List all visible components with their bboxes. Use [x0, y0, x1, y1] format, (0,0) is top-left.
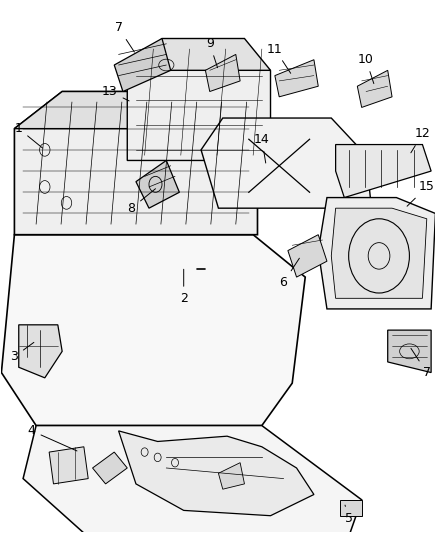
Polygon shape [14, 92, 258, 128]
Polygon shape [336, 144, 431, 198]
Polygon shape [219, 463, 244, 489]
Text: 9: 9 [206, 37, 218, 68]
Polygon shape [275, 60, 318, 97]
Text: 7: 7 [115, 21, 134, 52]
Text: 6: 6 [279, 258, 300, 289]
Polygon shape [119, 431, 314, 516]
Polygon shape [288, 235, 327, 277]
Polygon shape [1, 235, 305, 425]
Polygon shape [331, 208, 427, 298]
Text: 7: 7 [411, 349, 431, 379]
Polygon shape [340, 500, 362, 516]
Text: 10: 10 [358, 53, 374, 84]
Polygon shape [127, 70, 271, 160]
Polygon shape [19, 325, 62, 378]
Polygon shape [49, 447, 88, 484]
Text: 8: 8 [127, 189, 155, 215]
Text: 13: 13 [102, 85, 129, 101]
Polygon shape [23, 425, 362, 533]
Polygon shape [127, 38, 271, 70]
Polygon shape [201, 118, 374, 240]
Text: 1: 1 [15, 122, 42, 148]
Polygon shape [357, 70, 392, 108]
Text: 15: 15 [407, 181, 435, 206]
Text: 4: 4 [28, 424, 77, 451]
Text: 12: 12 [411, 127, 430, 153]
Polygon shape [388, 330, 431, 373]
Text: 14: 14 [254, 133, 270, 163]
Text: 11: 11 [267, 43, 291, 74]
Polygon shape [14, 92, 258, 235]
Polygon shape [318, 198, 435, 309]
Text: 5: 5 [345, 505, 353, 525]
Polygon shape [136, 160, 179, 208]
Text: 2: 2 [180, 269, 187, 305]
Polygon shape [205, 54, 240, 92]
Text: 3: 3 [11, 342, 34, 363]
Polygon shape [92, 452, 127, 484]
Polygon shape [114, 38, 171, 92]
